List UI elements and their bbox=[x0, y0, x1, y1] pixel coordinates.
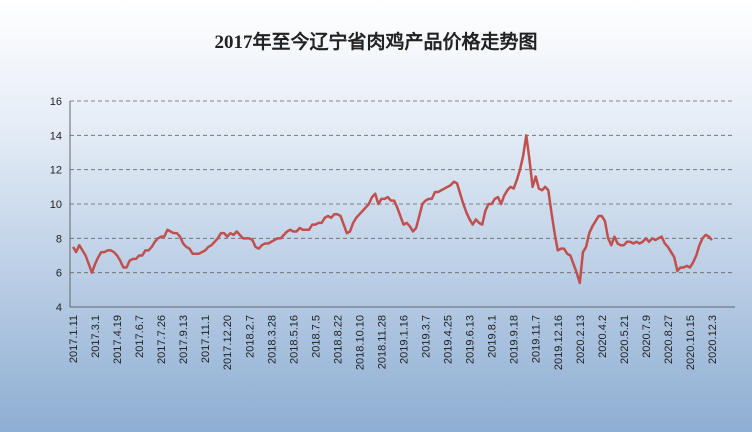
x-tick-label: 2020.12.3 bbox=[707, 315, 719, 364]
price-line bbox=[71, 134, 713, 285]
x-tick-label: 2019.11.7 bbox=[531, 315, 543, 363]
x-tick-label: 2020.2.13 bbox=[575, 315, 587, 364]
x-tick-label: 2017.3.1 bbox=[90, 315, 102, 358]
y-tick-label: 10 bbox=[50, 199, 62, 211]
x-tick-label: 2018.8.22 bbox=[332, 315, 344, 364]
x-tick-label: 2019.9.18 bbox=[509, 315, 521, 364]
x-tick-label: 2020.8.27 bbox=[663, 315, 675, 364]
x-tick-label: 2019.4.25 bbox=[443, 315, 455, 364]
x-tick-label: 2017.9.13 bbox=[178, 315, 190, 364]
x-tick-label: 2020.10.15 bbox=[685, 315, 697, 370]
x-tick-label: 2018.10.10 bbox=[354, 315, 366, 370]
x-tick-label: 2017.7.26 bbox=[156, 315, 168, 364]
x-tick-label: 2017.11.1 bbox=[200, 315, 212, 363]
x-tick-label: 2018.7.5 bbox=[310, 315, 322, 358]
x-tick-label: 2019.6.13 bbox=[465, 315, 477, 364]
x-tick-label: 2018.3.28 bbox=[266, 315, 278, 364]
chart-title: 2017年至今辽宁省肉鸡产品价格走势图 bbox=[214, 30, 537, 53]
x-tick-label: 2017.6.7 bbox=[134, 315, 146, 358]
x-tick-label: 2019.12.16 bbox=[553, 315, 565, 370]
x-tick-label: 2017.4.19 bbox=[112, 315, 124, 364]
y-tick-label: 16 bbox=[50, 96, 62, 108]
x-tick-label: 2018.5.16 bbox=[288, 315, 300, 364]
x-tick-label: 2019.3.7 bbox=[421, 315, 433, 358]
x-tick-label: 2018.11.28 bbox=[376, 315, 388, 369]
x-tick-label: 2020.4.2 bbox=[597, 315, 609, 358]
x-tick-label: 2019.8.1 bbox=[487, 315, 499, 358]
y-tick-label: 4 bbox=[56, 302, 62, 314]
x-tick-label: 2019.1.16 bbox=[399, 315, 411, 364]
x-tick-label: 2020.5.21 bbox=[619, 315, 631, 364]
x-tick-label: 2017.1.11 bbox=[68, 315, 80, 363]
x-tick-label: 2017.12.20 bbox=[222, 315, 234, 370]
y-tick-label: 12 bbox=[50, 165, 62, 177]
x-tick-label: 2020.7.9 bbox=[641, 315, 653, 358]
y-tick-label: 6 bbox=[56, 268, 62, 280]
y-tick-label: 8 bbox=[56, 233, 62, 245]
x-tick-label: 2018.2.7 bbox=[244, 315, 256, 358]
y-tick-label: 14 bbox=[50, 130, 62, 142]
